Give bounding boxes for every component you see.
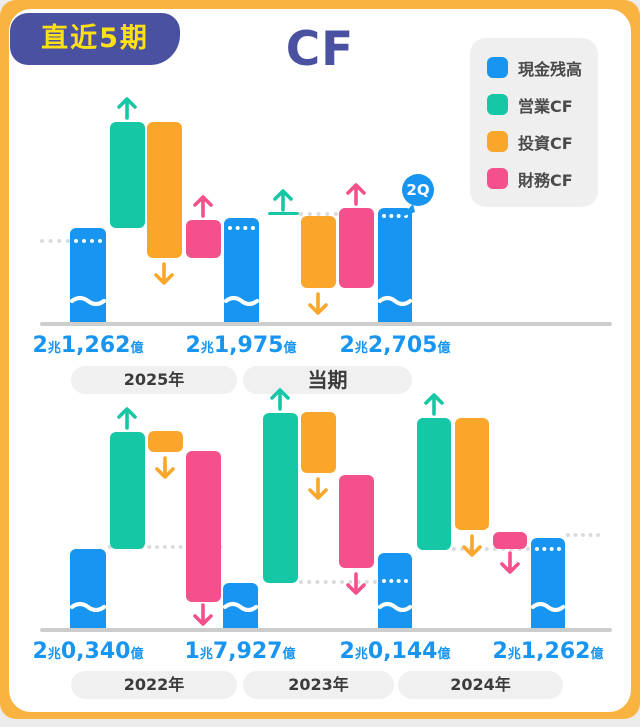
recent-periods-badge: 直近5期 — [10, 13, 180, 65]
legend-label: 財務CF — [518, 170, 573, 190]
legend-swatch-financing — [487, 168, 508, 189]
period-pill: 2022年 — [71, 671, 237, 699]
bar-investing-cf — [301, 216, 336, 288]
legend-label: 営業CF — [518, 96, 573, 116]
bar-investing-cf — [301, 412, 336, 473]
legend-item: 営業CF — [487, 94, 598, 116]
legend: 現金残高営業CF 投資CF 財務CF — [470, 38, 598, 207]
chart-title: CF — [285, 22, 355, 77]
balance-value-label: 2兆1,262億 — [492, 639, 604, 664]
reference-dotted-line — [535, 547, 561, 551]
reference-dotted-line — [228, 226, 255, 230]
period-pill: 2025年 — [71, 366, 237, 394]
bar-cash-balance — [531, 538, 565, 628]
arrow-down-icon — [153, 262, 175, 292]
arrow-down-icon — [499, 551, 521, 581]
bar-operating-cf-line — [268, 212, 299, 215]
legend-item: 現金残高 — [487, 57, 598, 79]
balance-value-label: 1兆7,927億 — [184, 639, 296, 664]
period-pill: 2023年 — [243, 671, 394, 699]
bar-operating-cf — [263, 413, 298, 583]
arrow-up-icon — [423, 390, 445, 420]
bar-cash-balance — [378, 208, 412, 322]
reference-dotted-line — [452, 547, 530, 551]
reference-dotted-line — [74, 239, 102, 243]
reference-dotted-line — [299, 580, 377, 584]
legend-label: 現金残高 — [518, 59, 583, 79]
balance-value-label: 2兆1,975億 — [185, 333, 297, 358]
baseline-axis — [40, 322, 612, 326]
bar-cash-balance — [224, 218, 259, 322]
bar-cash-balance — [70, 549, 106, 628]
legend-label: 投資CF — [518, 133, 573, 153]
balance-value-label: 2兆2,705億 — [339, 333, 451, 358]
reference-dotted-line — [382, 214, 408, 218]
axis-break-wave — [378, 295, 412, 306]
bar-operating-cf — [110, 432, 145, 549]
bar-financing-cf — [493, 532, 527, 549]
bar-financing-cf — [186, 451, 221, 602]
reference-dotted-line — [566, 533, 600, 537]
baseline-axis — [40, 628, 612, 632]
reference-dotted-line — [299, 212, 338, 216]
arrow-up-icon — [345, 180, 367, 210]
balance-value-label: 2兆0,340億 — [32, 639, 144, 664]
bar-investing-cf — [455, 418, 489, 530]
arrow-down-icon — [154, 456, 176, 486]
legend-swatch-cash — [487, 57, 508, 78]
arrow-up-icon — [272, 186, 294, 216]
arrow-down-icon — [307, 477, 329, 507]
reference-dotted-line — [382, 579, 408, 583]
bar-investing-cf — [147, 122, 182, 258]
bar-financing-cf — [339, 208, 374, 288]
legend-swatch-operating — [487, 94, 508, 115]
balance-value-label: 2兆0,144億 — [339, 639, 451, 664]
bar-cash-balance — [378, 553, 412, 628]
arrow-down-icon — [461, 534, 483, 564]
arrow-up-icon — [269, 385, 291, 415]
bar-financing-cf — [339, 475, 374, 568]
bar-investing-cf — [148, 431, 183, 452]
reference-dotted-line — [40, 239, 70, 243]
bar-operating-cf — [417, 418, 451, 550]
arrow-down-icon — [307, 292, 329, 322]
quarter-badge: 2Q — [402, 174, 434, 206]
recent-periods-badge-label: 直近5期 — [41, 23, 149, 54]
axis-break-wave — [531, 601, 565, 612]
period-pill: 2024年 — [398, 671, 563, 699]
axis-break-wave — [70, 295, 106, 306]
period-pill: 当期 — [243, 366, 412, 394]
bar-financing-cf — [186, 220, 221, 258]
arrow-up-icon — [116, 94, 138, 124]
axis-break-wave — [223, 601, 258, 612]
legend-swatch-investing — [487, 131, 508, 152]
arrow-down-icon — [345, 572, 367, 602]
bar-cash-balance — [70, 228, 106, 322]
arrow-down-icon — [192, 603, 214, 633]
legend-item: 投資CF — [487, 131, 598, 153]
arrow-up-icon — [192, 192, 214, 222]
axis-break-wave — [224, 295, 259, 306]
axis-break-wave — [70, 601, 106, 612]
bar-cash-balance — [223, 583, 258, 628]
balance-value-label: 2兆1,262億 — [32, 333, 144, 358]
quarter-badge-tail — [400, 202, 416, 222]
legend-item: 財務CF — [487, 168, 598, 190]
axis-break-wave — [378, 601, 412, 612]
reference-dotted-line — [108, 545, 222, 549]
bar-operating-cf — [110, 122, 145, 228]
arrow-up-icon — [116, 404, 138, 434]
